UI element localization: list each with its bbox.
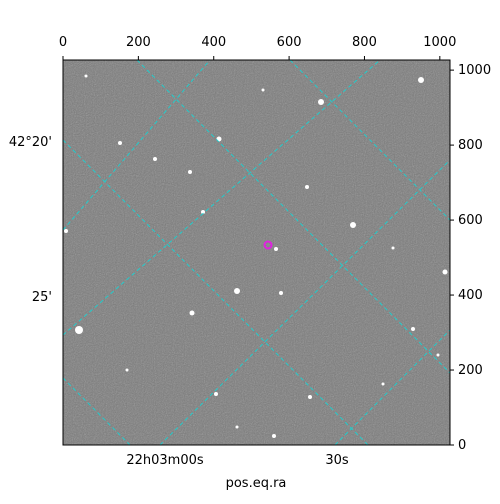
ra-label: 30s: [325, 453, 349, 468]
y-tick-label: 800: [458, 138, 483, 153]
x-tick-label: 200: [126, 35, 151, 50]
x-tick-label: 0: [59, 35, 67, 50]
x-tick-label: 400: [201, 35, 226, 50]
dec-label: 25': [32, 290, 52, 305]
y-tick-label: 600: [458, 213, 483, 228]
y-tick-label: 200: [458, 363, 483, 378]
x-tick-label: 1000: [423, 35, 456, 50]
x-axis-label: pos.eq.ra: [226, 476, 287, 491]
y-tick-label: 400: [458, 288, 483, 303]
x-tick-label: 600: [277, 35, 302, 50]
x-tick-label: 800: [352, 35, 377, 50]
sky-image: [62, 59, 451, 446]
y-tick-label: 0: [458, 438, 466, 453]
ra-label: 22h03m00s: [126, 453, 204, 468]
dec-label: 42°20': [9, 135, 52, 150]
y-tick-label: 1000: [458, 63, 491, 78]
